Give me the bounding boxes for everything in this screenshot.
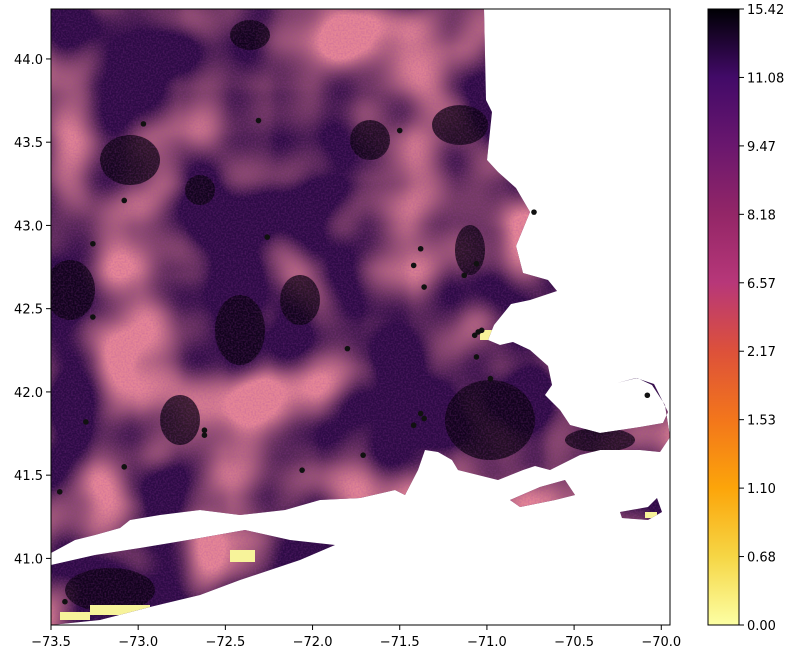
station-point: [299, 467, 305, 473]
x-tick-label: −70.5: [554, 635, 594, 650]
colorbar-tick-label: 0.68: [747, 551, 776, 566]
x-tick-label: −71.0: [467, 635, 507, 650]
colorbar-tick-label: 1.10: [747, 482, 776, 497]
colorbar-tick-label: 1.53: [747, 414, 776, 429]
y-tick-label: 41.5: [14, 469, 43, 484]
station-point: [62, 598, 68, 605]
station-point: [473, 354, 480, 360]
colorbar-gradient: [708, 9, 739, 625]
station-point: [140, 121, 147, 127]
plot-frame: [50, 8, 671, 626]
y-tick-label: 43.5: [14, 136, 43, 151]
station-point: [421, 284, 427, 290]
x-tick-label: −70.0: [641, 635, 681, 650]
station-point: [461, 272, 468, 279]
x-tick-label: −72.5: [205, 635, 245, 650]
x-tick-label: −73.5: [31, 635, 71, 650]
station-point: [121, 464, 128, 470]
station-point: [531, 209, 537, 215]
station-point: [471, 332, 478, 339]
map-plot-area: [50, 8, 671, 626]
station-point: [264, 234, 271, 240]
station-point: [473, 260, 480, 267]
station-point: [201, 427, 208, 434]
station-point: [360, 452, 366, 458]
station-point: [410, 262, 417, 269]
station-point: [201, 432, 208, 439]
station-point: [417, 410, 424, 417]
station-point: [421, 415, 427, 422]
station-point: [255, 117, 262, 124]
station-point: [83, 419, 89, 425]
y-tick-label: 42.0: [14, 386, 43, 401]
station-point: [396, 127, 403, 134]
station-point: [90, 314, 96, 320]
station-point: [417, 245, 424, 252]
y-tick-label: 41.0: [14, 552, 43, 567]
x-axis: −73.5 −73.0 −72.5 −72.0 −71.5 −71.0 −70.5 −70.0: [31, 625, 681, 650]
x-tick-label: −71.5: [380, 635, 420, 650]
colorbar-tick-label: 11.08: [747, 71, 784, 86]
station-point: [121, 197, 128, 204]
y-tick-label: 42.5: [14, 303, 43, 318]
colorbar-tick-label: 15.42: [747, 3, 784, 18]
y-tick-label: 43.0: [14, 219, 43, 234]
station-point: [487, 375, 494, 382]
y-tick-label: 44.0: [14, 53, 43, 68]
colorbar-tick-label: 0.00: [747, 619, 776, 634]
station-point: [644, 392, 651, 399]
station-point: [90, 240, 96, 247]
colorbar-ticks: 0.00 0.68 1.10 1.53 2.17 6.57 8.18 9.47 11.08 15.…: [739, 3, 784, 634]
colorbar-tick-label: 6.57: [747, 277, 776, 292]
y-axis: 41.0 41.5 42.0 42.5 43.0 43.5 44.0: [14, 53, 51, 567]
station-point: [478, 327, 485, 334]
station-point: [56, 489, 63, 495]
x-tick-label: −73.0: [118, 635, 158, 650]
colorbar-tick-label: 2.17: [747, 345, 776, 360]
x-tick-label: −72.0: [293, 635, 333, 650]
colorbar-tick-label: 8.18: [747, 208, 776, 223]
station-point: [344, 345, 351, 352]
colorbar-frame: [707, 8, 740, 626]
station-point: [410, 422, 417, 429]
colorbar: 0.00 0.68 1.10 1.53 2.17 6.57 8.18 9.47 11.08 15.…: [707, 3, 784, 634]
colorbar-tick-label: 9.47: [747, 140, 776, 155]
station-points: [56, 117, 651, 605]
